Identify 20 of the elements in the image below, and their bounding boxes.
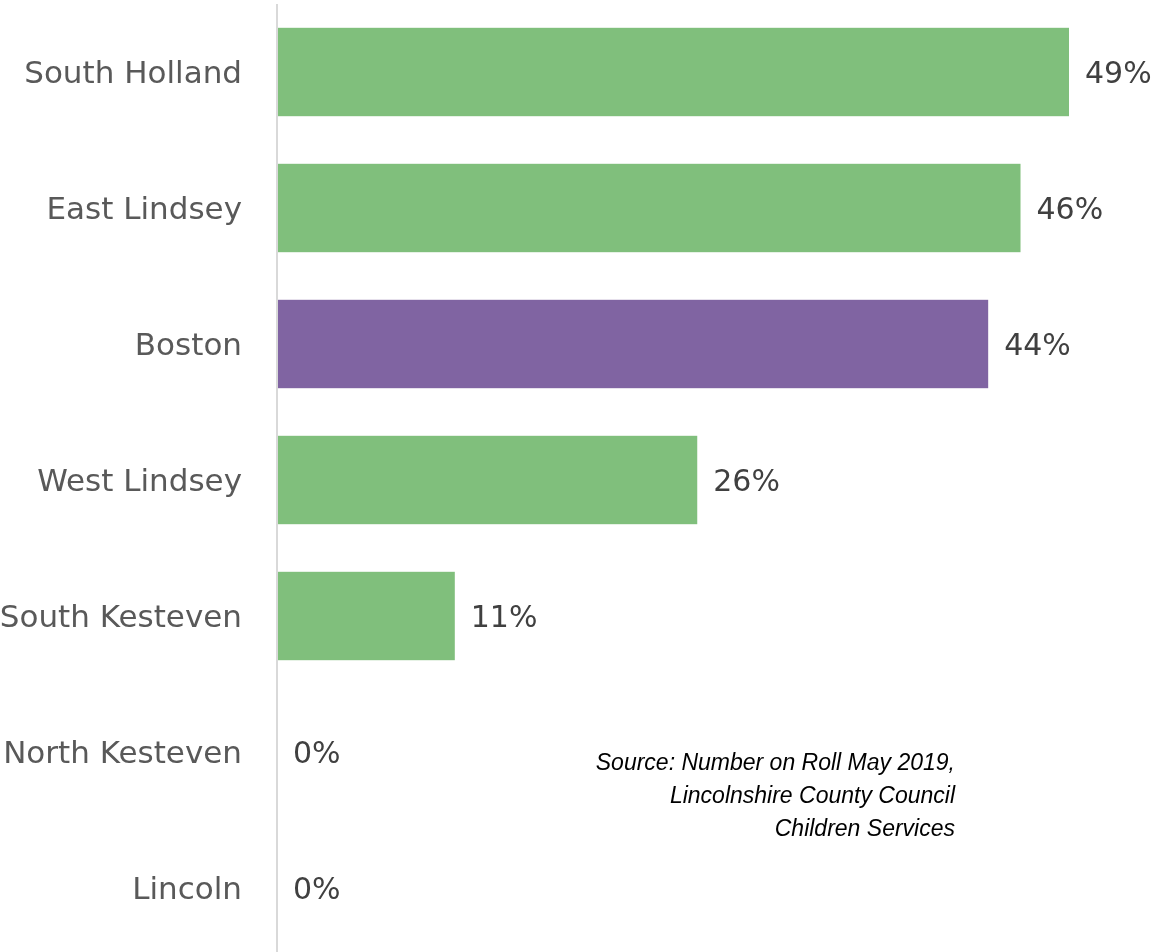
annotation: Source: Number on Roll May 2019, Lincolnshire County Council Children Services <box>595 749 956 841</box>
y-tick-label: North Kesteven <box>3 733 242 770</box>
data-label: 46% <box>1036 190 1104 226</box>
data-label: 49% <box>1085 54 1152 90</box>
data-label: 44% <box>1004 326 1071 362</box>
y-tick-label: East Lindsey <box>46 189 242 226</box>
y-tick-label: West Lindsey <box>37 461 242 498</box>
data-label: 0% <box>293 734 341 770</box>
y-tick-label: South Holland <box>24 53 242 90</box>
data-label: 26% <box>713 462 780 498</box>
y-tick-label: South Kesteven <box>0 597 242 634</box>
bar <box>277 163 1021 253</box>
bar <box>277 571 455 661</box>
bar <box>277 435 698 525</box>
y-tick-label: Lincoln <box>132 869 242 906</box>
bar <box>277 27 1069 117</box>
y-tick-label: Boston <box>134 325 242 362</box>
data-label: 11% <box>470 598 538 634</box>
data-label: 0% <box>293 870 341 906</box>
bar <box>277 299 989 389</box>
